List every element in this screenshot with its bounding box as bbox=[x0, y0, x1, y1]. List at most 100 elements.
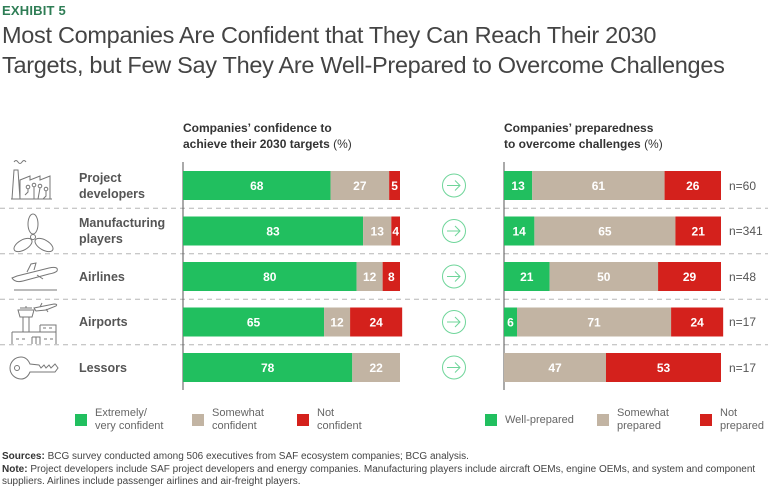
title-line-2: Targets, but Few Say They Are Well-Prepa… bbox=[2, 52, 725, 78]
bar-value-label: 68 bbox=[250, 179, 264, 193]
bar-segment bbox=[391, 216, 400, 246]
bar-value-label: 4 bbox=[392, 225, 399, 239]
legend-swatch bbox=[700, 414, 712, 426]
bar-value-label: 80 bbox=[263, 270, 277, 284]
bar-segment bbox=[183, 307, 325, 337]
factory-icon bbox=[11, 160, 52, 200]
category-label-line: developers bbox=[79, 186, 146, 201]
legend-label-line: Not bbox=[317, 407, 335, 419]
bar-value-label: 5 bbox=[391, 179, 398, 193]
key-icon bbox=[9, 356, 59, 380]
bar-value-label: 53 bbox=[657, 361, 671, 375]
arrow-right-icon bbox=[442, 310, 466, 334]
legend-label-line: Somewhat bbox=[617, 407, 669, 419]
bar-segment bbox=[517, 307, 672, 337]
propeller-icon bbox=[13, 213, 54, 253]
bar-value-label: 22 bbox=[369, 361, 383, 375]
bar-segment bbox=[330, 171, 390, 200]
bar-value-label: 27 bbox=[353, 179, 367, 193]
bar-value-label: 8 bbox=[388, 270, 395, 284]
bar-value-label: 13 bbox=[371, 225, 385, 239]
bar-value-label: 65 bbox=[598, 225, 612, 239]
bar-segment bbox=[504, 353, 606, 382]
right-panel-unit: (%) bbox=[644, 137, 663, 151]
bar-segment bbox=[658, 262, 721, 291]
legend-label: Not prepared bbox=[720, 407, 764, 433]
sample-size-label: n=60 bbox=[729, 178, 757, 193]
category-label: Airports bbox=[79, 314, 128, 330]
left-panel-unit: (%) bbox=[333, 137, 352, 151]
legend-label: Extremely/very confident bbox=[95, 407, 163, 433]
legend-swatch bbox=[597, 414, 609, 426]
bar-value-label: 26 bbox=[686, 179, 700, 193]
bar-segment bbox=[532, 171, 665, 200]
left-panel-title-text: achieve their 2030 targets bbox=[183, 137, 330, 151]
sample-size-label: n=48 bbox=[729, 269, 757, 284]
legend-label-line: prepared bbox=[617, 420, 662, 432]
bar-value-label: 65 bbox=[247, 316, 261, 330]
bar-value-label: 78 bbox=[261, 361, 275, 375]
bar-segment bbox=[534, 216, 676, 246]
exhibit-label: EXHIBIT 5 bbox=[2, 3, 66, 18]
bar-segment bbox=[675, 216, 721, 246]
category-label-line: Airlines bbox=[79, 269, 125, 284]
arrow-glyph bbox=[447, 271, 461, 282]
bar-segment bbox=[549, 262, 659, 291]
legend-label-line: confident bbox=[212, 420, 257, 432]
right-panel-title-line-1: Companies’ preparedness bbox=[504, 121, 654, 135]
category-label: Lessors bbox=[79, 360, 127, 376]
bar-segment bbox=[356, 262, 383, 291]
arrow-glyph bbox=[447, 225, 461, 237]
sources-line: Sources: BCG survey conducted among 506 … bbox=[2, 451, 768, 464]
bar-segment bbox=[350, 307, 403, 337]
bar-value-label: 13 bbox=[511, 179, 525, 193]
arrow-right-icon bbox=[442, 355, 466, 380]
bar-segment bbox=[389, 171, 400, 200]
bar-segment bbox=[504, 262, 550, 291]
legend-label-line: Extremely/ bbox=[95, 407, 147, 419]
legend-label: Well-prepared bbox=[505, 414, 574, 427]
title-line-1: Most Companies Are Confident that They C… bbox=[2, 22, 657, 48]
legend-label-line: Somewhat bbox=[212, 407, 264, 419]
bar-segment bbox=[183, 262, 357, 291]
right-panel-title-line-2: to overcome challenges (%) bbox=[504, 136, 663, 152]
note-label: Note: bbox=[2, 463, 28, 475]
bar-value-label: 71 bbox=[587, 316, 601, 330]
bar-value-label: 12 bbox=[363, 270, 377, 284]
airport-icon bbox=[11, 302, 58, 344]
legend-swatch bbox=[75, 414, 87, 426]
category-label-line: Manufacturing bbox=[79, 216, 166, 230]
bar-value-label: 50 bbox=[597, 270, 611, 284]
sample-size-label: n=17 bbox=[729, 315, 757, 329]
arrow-glyph bbox=[447, 180, 461, 191]
bar-value-label: 21 bbox=[692, 225, 706, 239]
arrow-glyph bbox=[447, 362, 461, 373]
note-line: Note: Project developers include SAF pro… bbox=[2, 464, 768, 489]
left-panel-title: Companies’ confidence to achieve their 2… bbox=[183, 120, 352, 152]
left-panel-title-line-1: Companies’ confidence to bbox=[183, 121, 332, 135]
legend-swatch bbox=[192, 414, 204, 426]
bar-segment bbox=[605, 353, 721, 382]
category-label-line: Airports bbox=[79, 315, 128, 329]
bar-segment bbox=[504, 216, 535, 246]
category-label-line: Project bbox=[79, 170, 122, 185]
category-label-line: Lessors bbox=[79, 360, 127, 375]
legend-label-line: Not bbox=[720, 407, 738, 419]
arrow-right-icon bbox=[442, 219, 466, 243]
legend-label-line: prepared bbox=[720, 420, 765, 432]
bar-segment bbox=[671, 307, 724, 337]
bar-value-label: 29 bbox=[683, 270, 697, 284]
legend-label: Not confident bbox=[317, 407, 362, 433]
sample-size-label: n=17 bbox=[729, 360, 757, 375]
right-panel-title: Companies’ preparedness to overcome chal… bbox=[504, 120, 663, 152]
bar-segment bbox=[504, 171, 533, 200]
legend-label-line: very confident bbox=[95, 420, 164, 432]
arrow-right-icon bbox=[442, 264, 466, 289]
bar-value-label: 61 bbox=[592, 179, 606, 193]
chart-title: Most Companies Are Confident that They C… bbox=[2, 20, 768, 80]
bar-segment bbox=[324, 307, 351, 337]
legend-label-line: Well-prepared bbox=[505, 414, 574, 426]
bar-segment bbox=[664, 171, 721, 200]
bar-value-label: 12 bbox=[330, 316, 344, 330]
